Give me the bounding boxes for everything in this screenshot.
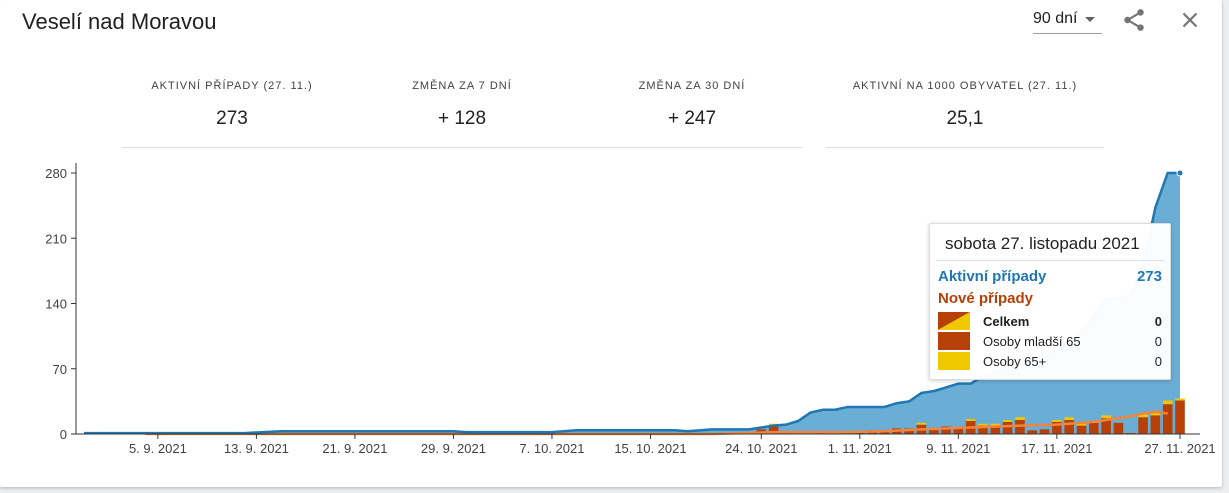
x-tick-label: 5. 9. 2021 (129, 441, 187, 456)
share-icon (1124, 9, 1144, 31)
tooltip-row-value: 0 (1154, 314, 1162, 329)
total-swatch (938, 312, 970, 330)
bar-under65 (928, 429, 939, 434)
bar-under65 (990, 425, 1001, 434)
stat-label: AKTIVNÍ PŘÍPADY (27. 11.) (151, 80, 313, 92)
x-tick-label: 9. 11. 2021 (926, 441, 990, 456)
active-area-layer (84, 173, 1180, 434)
bar-65plus (1052, 420, 1062, 422)
x-tick-label: 17. 11. 2021 (1021, 441, 1092, 456)
bar-under65 (1052, 421, 1062, 434)
tooltip-row-name: Osoby mladší 65 (983, 334, 1081, 349)
tooltip-divider (936, 260, 1164, 261)
chevron-down-icon (1085, 17, 1095, 22)
bar-under65 (941, 426, 951, 434)
bar-65plus (1064, 417, 1074, 421)
bar-65plus (1138, 414, 1148, 418)
bar-under65 (1101, 418, 1111, 434)
tooltip-row-name: Celkem (983, 314, 1030, 329)
period-select[interactable]: 90 dní (1033, 9, 1102, 34)
stat-change-7: ZMĚNA ZA 7 DNÍ + 128 (352, 80, 572, 130)
stat-per-1000: AKTIVNÍ NA 1000 OBYVATEL (27. 11.) 25,1 (826, 80, 1104, 130)
bar-65plus (1002, 420, 1013, 422)
close-icon (1182, 12, 1198, 28)
x-tick-label: 27. 11. 2021 (1144, 441, 1215, 456)
active-cases-area (84, 173, 1180, 434)
senior-swatch (938, 352, 970, 370)
stat-value: 273 (216, 108, 248, 129)
new-cases-avg-line (145, 410, 1168, 436)
x-tick-label: 24. 10. 2021 (725, 441, 797, 456)
bar-under65 (1015, 420, 1025, 434)
x-tick-label: 1. 11. 2021 (828, 441, 892, 456)
bar-65plus (978, 423, 988, 426)
bar-under65 (1039, 429, 1050, 434)
stats-divider (122, 147, 802, 148)
tooltip-active-value: 273 (1136, 268, 1162, 285)
bar-under65 (1002, 421, 1013, 434)
bar-under65 (1150, 415, 1161, 434)
x-tick-label: 21. 9. 2021 (322, 441, 387, 456)
axes-layer: 0 70 140 210 280 5. 9. 2021 13. 9. 2021 21. 9. … (45, 163, 1216, 456)
x-tick-label: 29. 9. 2021 (421, 441, 486, 456)
tooltip-active-label: Aktivní případy (938, 268, 1047, 285)
tooltip-row-senior: Osoby 65+ 0 (938, 352, 1162, 372)
y-tick-label: 0 (60, 427, 67, 442)
bar-65plus (990, 423, 1001, 426)
bar-under65 (1027, 430, 1038, 434)
bar-under65 (768, 425, 779, 434)
bar-under65 (978, 425, 988, 434)
bar-65plus (916, 422, 927, 425)
bar-65plus (1162, 400, 1173, 405)
stat-value: + 128 (437, 108, 487, 129)
tooltip-row-young: Osoby mladší 65 0 (938, 332, 1162, 352)
bar-under65 (953, 427, 964, 434)
tooltip-row-total: Celkem 0 (938, 312, 1162, 332)
active-cases-last-point (1176, 169, 1184, 177)
tooltip-row-value: 0 (1154, 334, 1162, 349)
stat-change-30: ZMĚNA ZA 30 DNÍ + 247 (582, 80, 802, 130)
tooltip-date: sobota 27. listopadu 2021 (945, 234, 1140, 253)
close-button[interactable] (1177, 7, 1203, 33)
stats-divider (826, 147, 1104, 148)
bar-under65 (1088, 422, 1099, 434)
y-tick-label: 140 (45, 297, 67, 312)
x-tick-label: 7. 10. 2021 (519, 441, 584, 456)
x-tick-label: 13. 9. 2021 (224, 441, 289, 456)
bar-65plus (1101, 415, 1111, 419)
bar-65plus (1015, 417, 1025, 421)
bar-under65 (1138, 417, 1148, 434)
stat-label: ZMĚNA ZA 30 DNÍ (638, 80, 746, 92)
y-tick-label: 280 (45, 166, 67, 181)
bar-under65 (1076, 425, 1087, 434)
bar-65plus (1076, 423, 1087, 426)
bar-under65 (1162, 404, 1173, 434)
tooltip-row-name: Osoby 65+ (983, 354, 1047, 369)
tooltip-row-value: 0 (1154, 354, 1162, 369)
bar-under65 (1113, 422, 1124, 434)
bar-under65 (1064, 420, 1074, 434)
y-tick-label: 210 (45, 231, 67, 246)
y-tick-label: 70 (53, 362, 67, 377)
stat-value: + 247 (667, 108, 717, 129)
bar-65plus (965, 419, 976, 421)
chart-tooltip: sobota 27. listopadu 2021 Aktivní případ… (929, 223, 1171, 380)
bar-65plus (1150, 412, 1161, 416)
page-title: Veselí nad Moravou (22, 9, 217, 34)
young-swatch (938, 332, 970, 350)
period-select-value: 90 dní (1033, 10, 1078, 27)
share-button[interactable] (1121, 7, 1147, 33)
x-tick-label: 15. 10. 2021 (614, 441, 686, 456)
stat-label: ZMĚNA ZA 7 DNÍ (412, 80, 512, 92)
stat-value: 25,1 (946, 108, 984, 129)
stat-label: AKTIVNÍ NA 1000 OBYVATEL (27. 11.) (852, 80, 1078, 92)
bar-under65 (1175, 400, 1185, 434)
tooltip-new-label: Nové případy (938, 290, 1034, 307)
bar-65plus (1175, 398, 1185, 401)
stat-active: AKTIVNÍ PŘÍPADY (27. 11.) 273 (122, 80, 342, 130)
